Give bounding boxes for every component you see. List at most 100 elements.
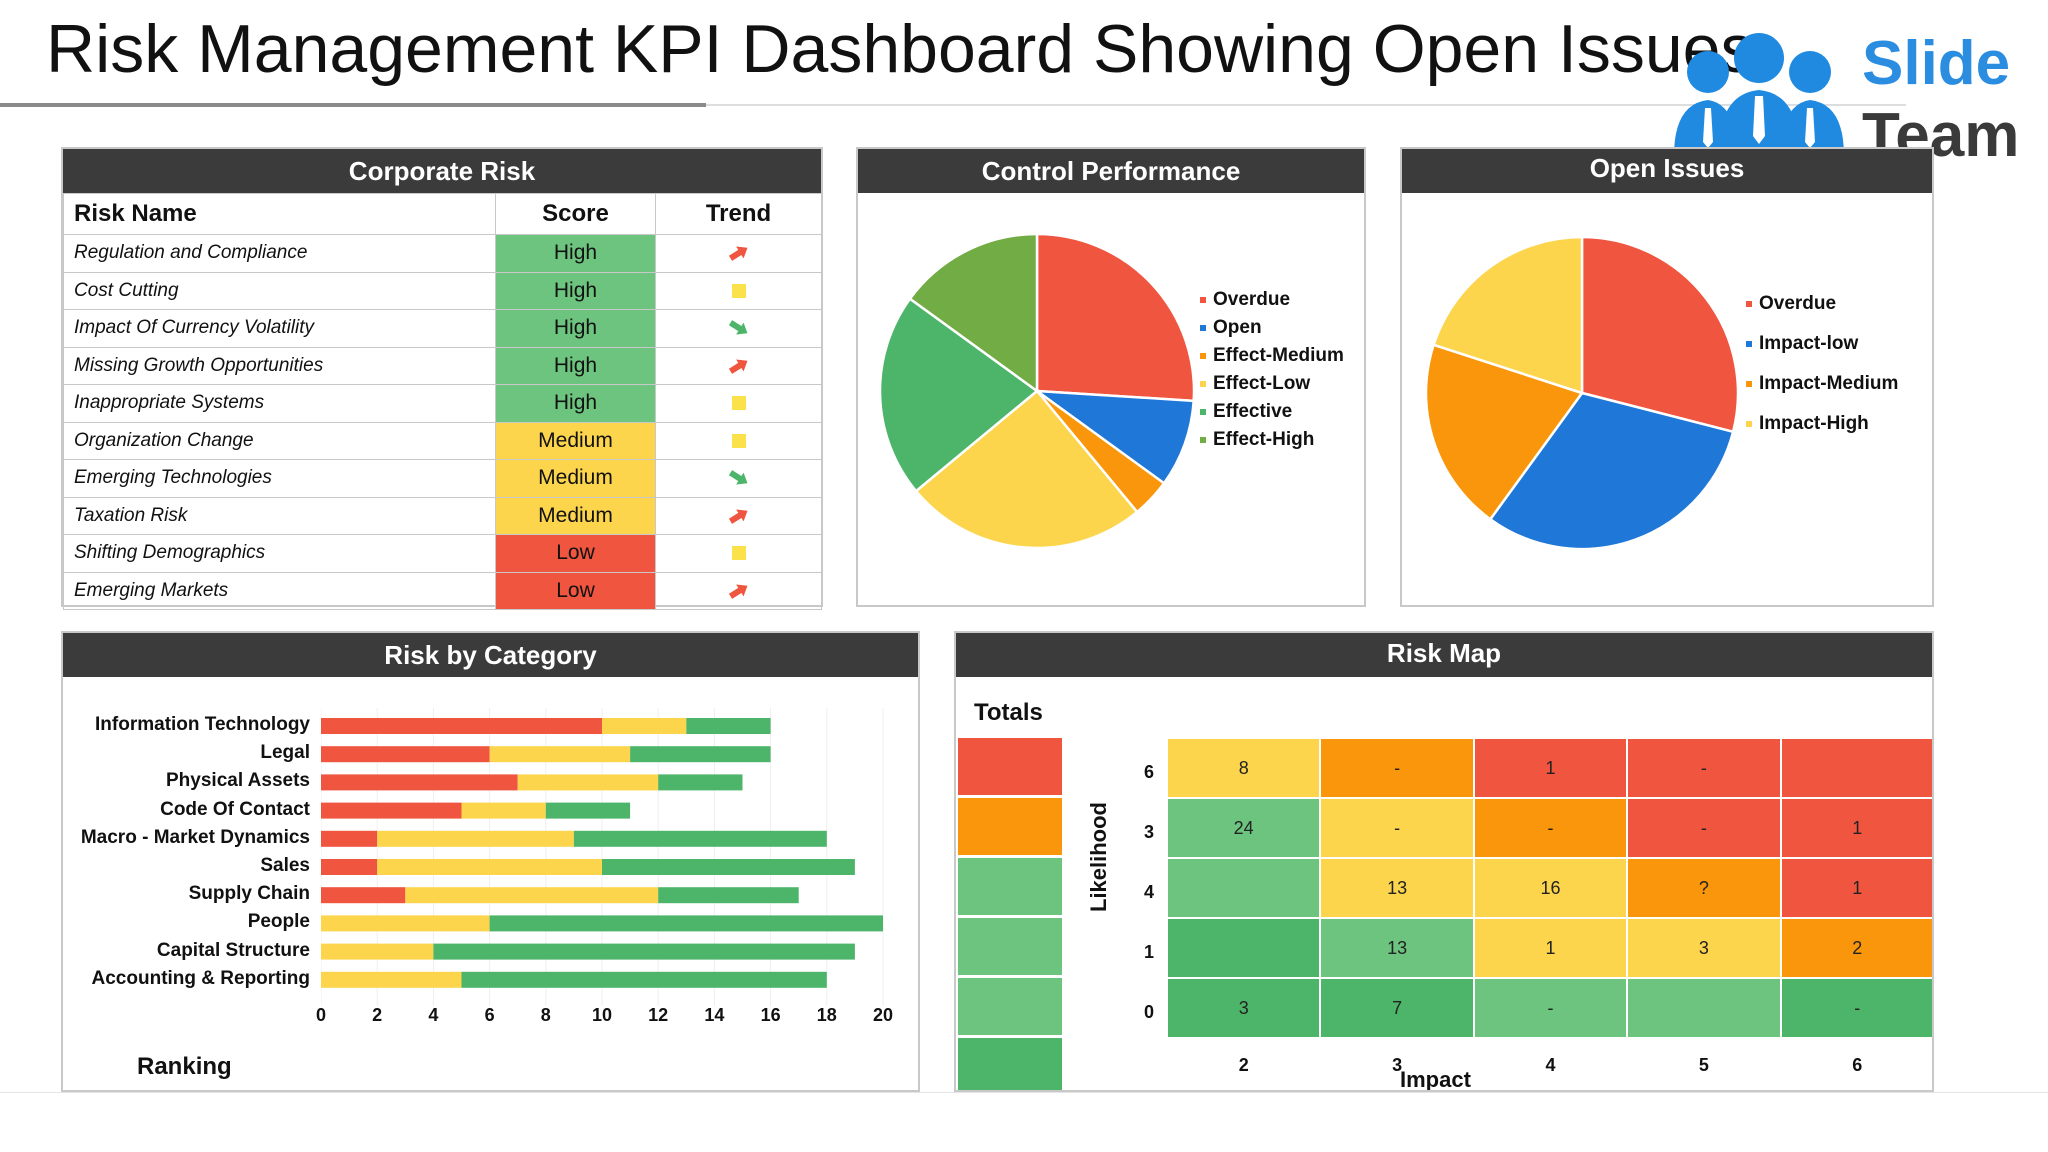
table-row: Shifting Demographics Low xyxy=(63,534,822,573)
legend-label: Effect-Low xyxy=(1213,373,1311,394)
risk-trend xyxy=(655,534,822,573)
table-row: Regulation and Compliance High xyxy=(63,234,822,273)
risk-score: Low xyxy=(495,534,656,573)
risk-map-cell: 24 xyxy=(1167,798,1321,858)
risk-name: Inappropriate Systems xyxy=(63,384,496,423)
risk-trend xyxy=(655,459,822,498)
corporate-risk-panel: Corporate Risk Risk Name Score Trend Reg… xyxy=(61,147,823,610)
risk-map-cell xyxy=(1780,738,1932,798)
totals-cell xyxy=(958,978,1062,1035)
likelihood-tick: 0 xyxy=(1144,1002,1155,1022)
x-tick-label: 0 xyxy=(315,1005,327,1025)
bar-segment-high xyxy=(321,802,462,819)
trend-down-icon xyxy=(728,470,747,485)
legend-item: Impact-low xyxy=(1746,333,1898,355)
control-performance-slice-open xyxy=(1032,389,1196,486)
bar-segment-low xyxy=(489,915,883,932)
legend-swatch xyxy=(1746,381,1752,387)
category-label: People xyxy=(247,911,310,933)
risk-by-category-chart xyxy=(321,708,884,1006)
totals-cell xyxy=(958,798,1062,855)
risk-trend xyxy=(655,421,822,460)
bar-segment-high xyxy=(321,830,378,847)
risk-map-cell: - xyxy=(1473,798,1628,858)
risk-map-cell: 1 xyxy=(1473,918,1628,978)
risk-name: Emerging Technologies xyxy=(63,459,496,498)
risk-trend xyxy=(655,234,822,273)
bar-segment-medium xyxy=(489,746,631,763)
risk-trend xyxy=(655,571,822,610)
legend-item: Effect-High xyxy=(1200,429,1344,451)
risk-by-category-panel: Risk by Category Information Technology L… xyxy=(61,631,920,1092)
score-header: Score xyxy=(495,193,656,235)
risk-map-cell: 16 xyxy=(1473,858,1628,918)
impact-axis-title: Impact xyxy=(1400,1067,1471,1092)
risk-map-cell: 2 xyxy=(1780,918,1932,978)
table-row: Taxation Risk Medium xyxy=(63,496,822,535)
risk-map-cell: - xyxy=(1320,798,1474,858)
bar-segment-low xyxy=(433,943,855,960)
ranking-label: Ranking xyxy=(137,1053,232,1080)
risk-map-cell: - xyxy=(1627,738,1781,798)
x-tick-label: 18 xyxy=(816,1005,837,1025)
totals-cell xyxy=(958,858,1062,915)
corporate-risk-table: Risk Name Score Trend Regulation and Com… xyxy=(63,193,822,610)
legend-item: Overdue xyxy=(1746,293,1898,315)
bar-segment-high xyxy=(321,718,602,734)
x-tick-label: 20 xyxy=(872,1005,894,1025)
risk-score: High xyxy=(495,271,656,310)
risk-map-cell: 1 xyxy=(1780,858,1932,918)
bar-segment-low xyxy=(461,971,827,988)
category-label: Legal xyxy=(260,742,310,764)
bar-segment-high xyxy=(321,746,490,763)
legend-label: Impact-low xyxy=(1759,333,1859,354)
risk-map-cell xyxy=(1627,978,1781,1038)
category-label: Capital Structure xyxy=(156,939,310,961)
table-row: Emerging Markets Low xyxy=(63,571,822,610)
likelihood-tick: 3 xyxy=(1144,822,1155,842)
legend-label: Effective xyxy=(1213,401,1293,422)
table-row: Cost Cutting High xyxy=(63,271,822,310)
page-title: Risk Management KPI Dashboard Showing Op… xyxy=(46,11,1755,87)
risk-map-cell: 3 xyxy=(1167,978,1321,1038)
risk-name: Impact Of Currency Volatility xyxy=(63,309,496,348)
totals-cell xyxy=(958,918,1062,975)
category-labels: Information Technology Legal Physical Asse… xyxy=(63,633,310,1073)
impact-tick: 5 xyxy=(1698,1055,1709,1075)
risk-score: High xyxy=(495,346,656,385)
bar-segment-medium xyxy=(321,943,434,960)
open-issues-panel: Open Issues Overdue Impact-low Impact-Medi… xyxy=(1400,147,1934,607)
trend-flat-icon xyxy=(731,396,746,411)
bar-segment-medium xyxy=(321,971,462,988)
legend-item: Effect-Low xyxy=(1200,373,1344,395)
risk-trend xyxy=(655,384,822,423)
risk-score: High xyxy=(495,234,656,273)
slide-team-logo: Slide Team xyxy=(1664,24,2024,174)
legend-swatch xyxy=(1200,409,1206,415)
likelihood-axis-title: Likelihood xyxy=(1086,802,1111,912)
x-tick-label: 12 xyxy=(648,1005,669,1025)
trend-flat-icon xyxy=(731,283,746,298)
risk-score: Medium xyxy=(495,459,656,498)
legend-swatch xyxy=(1746,421,1752,427)
bar-segment-medium xyxy=(377,830,574,847)
bar-segment-low xyxy=(602,859,855,875)
category-label: Accounting & Reporting xyxy=(91,967,310,989)
risk-trend xyxy=(655,346,822,385)
risk-map-cell xyxy=(1167,858,1321,918)
trend-up-icon xyxy=(728,509,747,524)
likelihood-tick: 6 xyxy=(1144,762,1155,782)
legend-swatch xyxy=(1746,301,1752,307)
legend-swatch xyxy=(1200,381,1206,387)
bar-segment-low xyxy=(658,774,743,791)
risk-map-cell: 3 xyxy=(1627,918,1781,978)
legend-label: Open xyxy=(1213,317,1262,338)
risk-name: Organization Change xyxy=(63,421,496,460)
risk-map-title: Risk Map xyxy=(956,633,1932,677)
legend-label: Overdue xyxy=(1213,289,1291,310)
category-label: Supply Chain xyxy=(188,883,310,905)
impact-tick: 4 xyxy=(1545,1055,1556,1075)
risk-name: Taxation Risk xyxy=(63,496,496,535)
table-header-row: Risk Name Score Trend xyxy=(63,193,822,235)
table-row: Impact Of Currency Volatility High xyxy=(63,309,822,348)
